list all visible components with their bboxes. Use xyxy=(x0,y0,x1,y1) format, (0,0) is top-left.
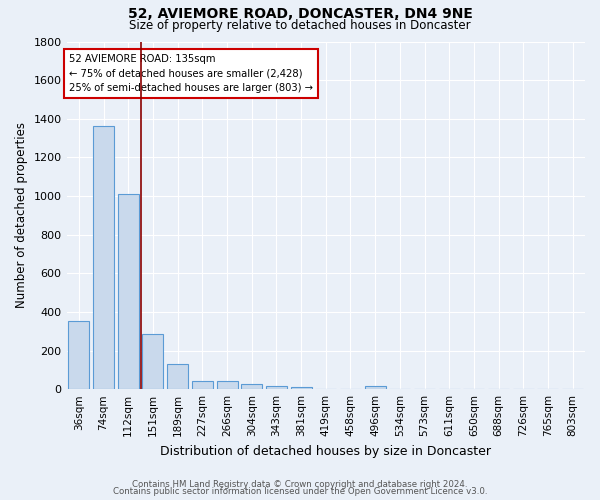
Bar xyxy=(365,386,386,389)
Bar xyxy=(118,194,139,389)
Text: Contains public sector information licensed under the Open Government Licence v3: Contains public sector information licen… xyxy=(113,487,487,496)
Bar xyxy=(290,387,311,389)
Bar xyxy=(142,334,163,389)
Text: 52, AVIEMORE ROAD, DONCASTER, DN4 9NE: 52, AVIEMORE ROAD, DONCASTER, DN4 9NE xyxy=(128,8,472,22)
Bar xyxy=(217,381,238,389)
Bar xyxy=(93,126,114,389)
Y-axis label: Number of detached properties: Number of detached properties xyxy=(15,122,28,308)
Bar xyxy=(68,320,89,389)
X-axis label: Distribution of detached houses by size in Doncaster: Distribution of detached houses by size … xyxy=(160,444,491,458)
Bar xyxy=(266,386,287,389)
Text: Size of property relative to detached houses in Doncaster: Size of property relative to detached ho… xyxy=(129,18,471,32)
Text: 52 AVIEMORE ROAD: 135sqm
← 75% of detached houses are smaller (2,428)
25% of sem: 52 AVIEMORE ROAD: 135sqm ← 75% of detach… xyxy=(69,54,313,94)
Bar xyxy=(241,384,262,389)
Text: Contains HM Land Registry data © Crown copyright and database right 2024.: Contains HM Land Registry data © Crown c… xyxy=(132,480,468,489)
Bar xyxy=(192,381,213,389)
Bar xyxy=(167,364,188,389)
